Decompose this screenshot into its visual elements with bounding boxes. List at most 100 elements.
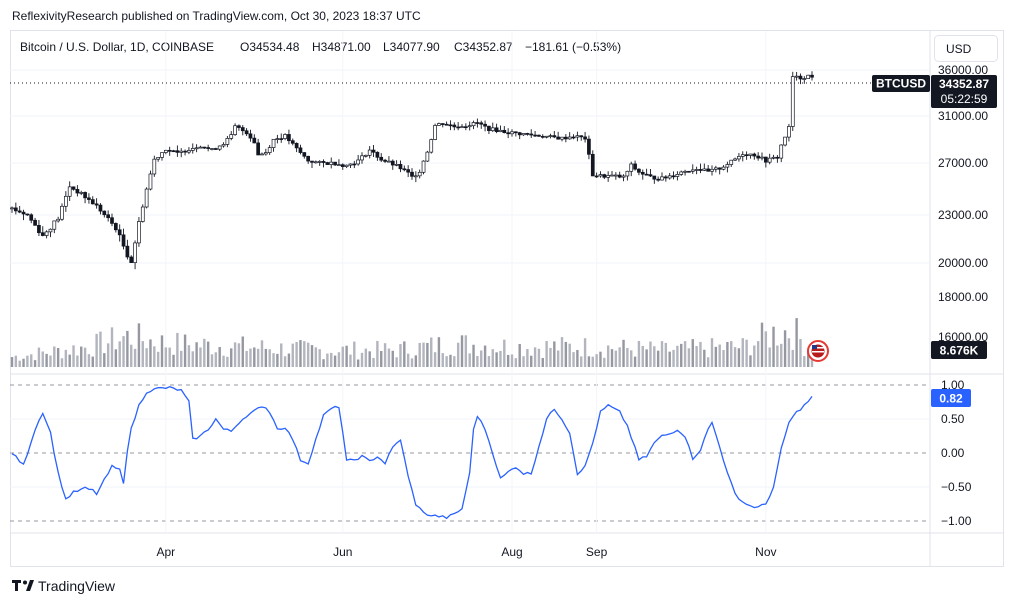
candle-body bbox=[29, 214, 34, 221]
candle-body bbox=[525, 133, 530, 135]
candle-body bbox=[317, 161, 322, 163]
volume-bar bbox=[460, 335, 464, 367]
volume-bar bbox=[310, 345, 314, 367]
us-flag-icon[interactable] bbox=[807, 340, 829, 362]
volume-bar bbox=[37, 347, 41, 367]
candle-body bbox=[483, 123, 487, 127]
volume-bar bbox=[372, 357, 375, 367]
volume-bar bbox=[810, 358, 814, 367]
volume-bar bbox=[168, 347, 171, 367]
volume-bar bbox=[718, 344, 721, 367]
candle-body bbox=[94, 203, 99, 206]
volume-bar bbox=[553, 341, 556, 367]
volume-bar bbox=[345, 345, 348, 367]
candle-body bbox=[552, 135, 557, 138]
volume-bar bbox=[653, 346, 656, 367]
correlation-axis: 1.00 0.50 0.00 −0.50 −1.00 bbox=[941, 378, 972, 528]
tradingview-logo[interactable]: TradingView bbox=[12, 578, 116, 594]
candle-body bbox=[90, 199, 95, 205]
volume-bar bbox=[583, 338, 587, 367]
volume-bar bbox=[622, 339, 625, 367]
price-badge-symbol: BTCUSD bbox=[876, 77, 926, 91]
price-badge: BTCUSD 34352.87 05:22:59 bbox=[872, 75, 997, 108]
volume-bar bbox=[464, 335, 468, 367]
candle-body bbox=[279, 138, 284, 140]
candle-body bbox=[113, 223, 118, 231]
corr-tick-label: −0.50 bbox=[941, 480, 972, 494]
corr-tick-label: 0.50 bbox=[941, 412, 965, 426]
volume-bar bbox=[341, 346, 344, 367]
candle-body bbox=[729, 159, 734, 165]
candle-body bbox=[221, 144, 226, 147]
candle-body bbox=[540, 135, 545, 138]
volume-bar bbox=[103, 353, 106, 367]
volume-bar bbox=[430, 337, 433, 367]
volume-bar bbox=[18, 360, 21, 367]
candle-body bbox=[237, 125, 241, 128]
candle-body bbox=[571, 136, 576, 139]
volume-bar bbox=[676, 345, 679, 367]
time-tick-label: Nov bbox=[755, 545, 776, 559]
candle-body bbox=[248, 133, 253, 139]
candle-body bbox=[402, 168, 407, 171]
candle-body bbox=[748, 153, 753, 156]
candle-body bbox=[283, 134, 287, 139]
candle-body bbox=[229, 134, 234, 139]
candle-body bbox=[329, 161, 334, 165]
candle-body bbox=[663, 176, 668, 179]
candle-body bbox=[313, 161, 318, 164]
legend-low: L34077.90 bbox=[383, 40, 440, 54]
volume-bars bbox=[10, 318, 814, 367]
volume-bar bbox=[83, 347, 87, 367]
volume-bar bbox=[380, 351, 383, 367]
candle-body bbox=[502, 129, 507, 134]
candle-body bbox=[740, 154, 745, 157]
volume-bar bbox=[14, 355, 18, 367]
volume-bar bbox=[483, 345, 487, 367]
candle-body bbox=[298, 147, 303, 153]
candle-body bbox=[13, 207, 18, 212]
candle-body bbox=[225, 138, 230, 145]
volume-bar bbox=[714, 346, 718, 367]
volume-bar bbox=[187, 345, 191, 367]
volume-bar bbox=[791, 349, 794, 367]
volume-bar bbox=[799, 339, 802, 367]
candle-body bbox=[321, 161, 326, 163]
volume-bar bbox=[506, 354, 510, 367]
candle-body bbox=[675, 174, 680, 177]
volume-bar bbox=[722, 350, 725, 367]
volume-badge-value: 8.676K bbox=[940, 344, 979, 358]
candle-body bbox=[656, 178, 661, 181]
volume-bar bbox=[60, 358, 64, 367]
volume-bar bbox=[399, 344, 402, 367]
candle-body bbox=[379, 156, 384, 161]
candle-body bbox=[387, 160, 391, 163]
candle-body bbox=[763, 156, 768, 163]
time-tick-label: Sep bbox=[586, 545, 608, 559]
candle-body bbox=[721, 166, 726, 170]
candle-body bbox=[556, 136, 561, 140]
volume-bar bbox=[283, 356, 287, 367]
volume-bar bbox=[449, 354, 452, 367]
volume-bar bbox=[406, 353, 410, 367]
volume-bar bbox=[306, 342, 310, 367]
price-tick-label: 31000.00 bbox=[938, 109, 988, 123]
volume-bar bbox=[145, 348, 148, 367]
volume-bar bbox=[418, 342, 421, 367]
volume-bar bbox=[680, 343, 683, 367]
volume-bar bbox=[87, 354, 91, 367]
candle-body bbox=[798, 75, 803, 80]
candle-body bbox=[575, 135, 580, 138]
candle-body bbox=[240, 127, 245, 132]
volume-bar bbox=[668, 351, 671, 367]
currency-button[interactable]: USD bbox=[934, 35, 998, 62]
candle-body bbox=[117, 229, 122, 236]
volume-bar bbox=[72, 345, 75, 367]
volume-bar bbox=[356, 359, 360, 367]
candle-body bbox=[302, 152, 307, 157]
volume-bar bbox=[106, 343, 110, 367]
volume-bar bbox=[56, 348, 60, 367]
candle-body bbox=[467, 125, 472, 128]
volume-bar bbox=[522, 356, 525, 367]
